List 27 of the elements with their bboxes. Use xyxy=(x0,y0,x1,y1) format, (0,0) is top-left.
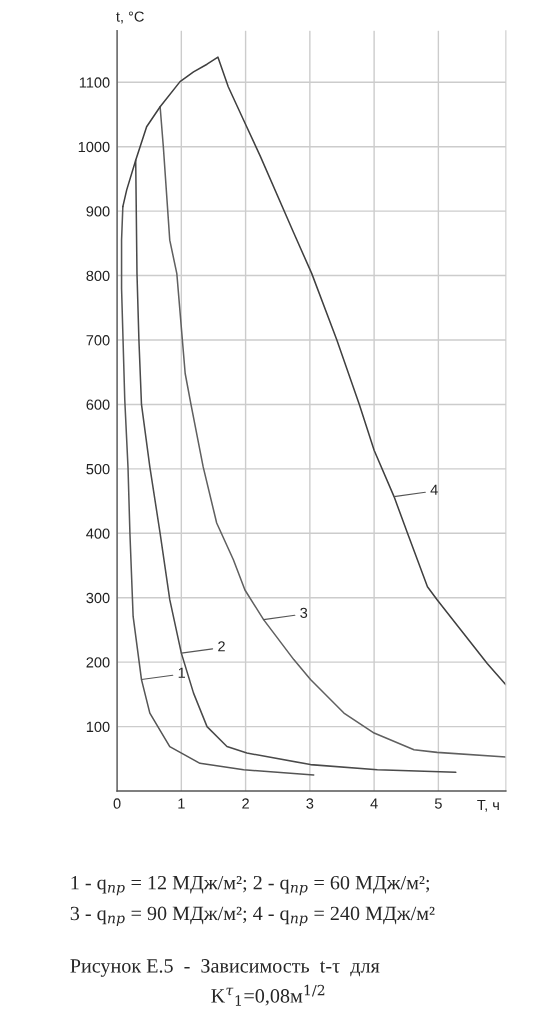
annotation: 3 xyxy=(300,607,308,618)
y-tick-label: 300 xyxy=(86,592,110,604)
y-tick-label: 600 xyxy=(86,399,110,410)
text: 1 - q$_{пр}$ = 12 МДж/м²; 2 - q$_{пр}$ = 60 МДж/м²; xyxy=(71,875,430,896)
annotation: 2 xyxy=(218,641,225,652)
y-tick-label: 200 xyxy=(86,657,110,668)
annotation: 1 xyxy=(178,667,185,678)
y-tick-label: 100 xyxy=(86,721,110,733)
x-tick-label: 2 xyxy=(242,798,249,809)
x-tick-label: 0 xyxy=(113,798,121,809)
text: K$^{τ}$$_{1}$=0,08м$^{1/2}$ xyxy=(211,984,325,1006)
x-tick-label: 1 xyxy=(178,798,185,809)
y-tick-label: 900 xyxy=(86,206,110,217)
x-tick-label: 3 xyxy=(306,798,314,809)
y-axis-title: t, °C xyxy=(116,11,144,24)
text: Рисунок Е.5 - Зависимость t-τ для xyxy=(70,959,380,977)
y-tick-label: 700 xyxy=(86,335,110,346)
y-tick-label: 500 xyxy=(86,463,110,475)
x-tick-label: 4 xyxy=(370,798,378,809)
y-tick-label: 400 xyxy=(86,528,110,539)
y-tick-label: 1100 xyxy=(79,77,110,88)
annotation: 4 xyxy=(430,484,438,495)
x-tick-label: 5 xyxy=(434,798,442,809)
text: 3 - q$_{пр}$ = 90 МДж/м²; 4 - q$_{пр}$ = 240 МДж/м² xyxy=(70,906,435,927)
y-tick-label: 1000 xyxy=(78,141,110,153)
y-tick-label: 800 xyxy=(86,270,110,281)
x-axis-title: T, ч xyxy=(477,799,499,812)
